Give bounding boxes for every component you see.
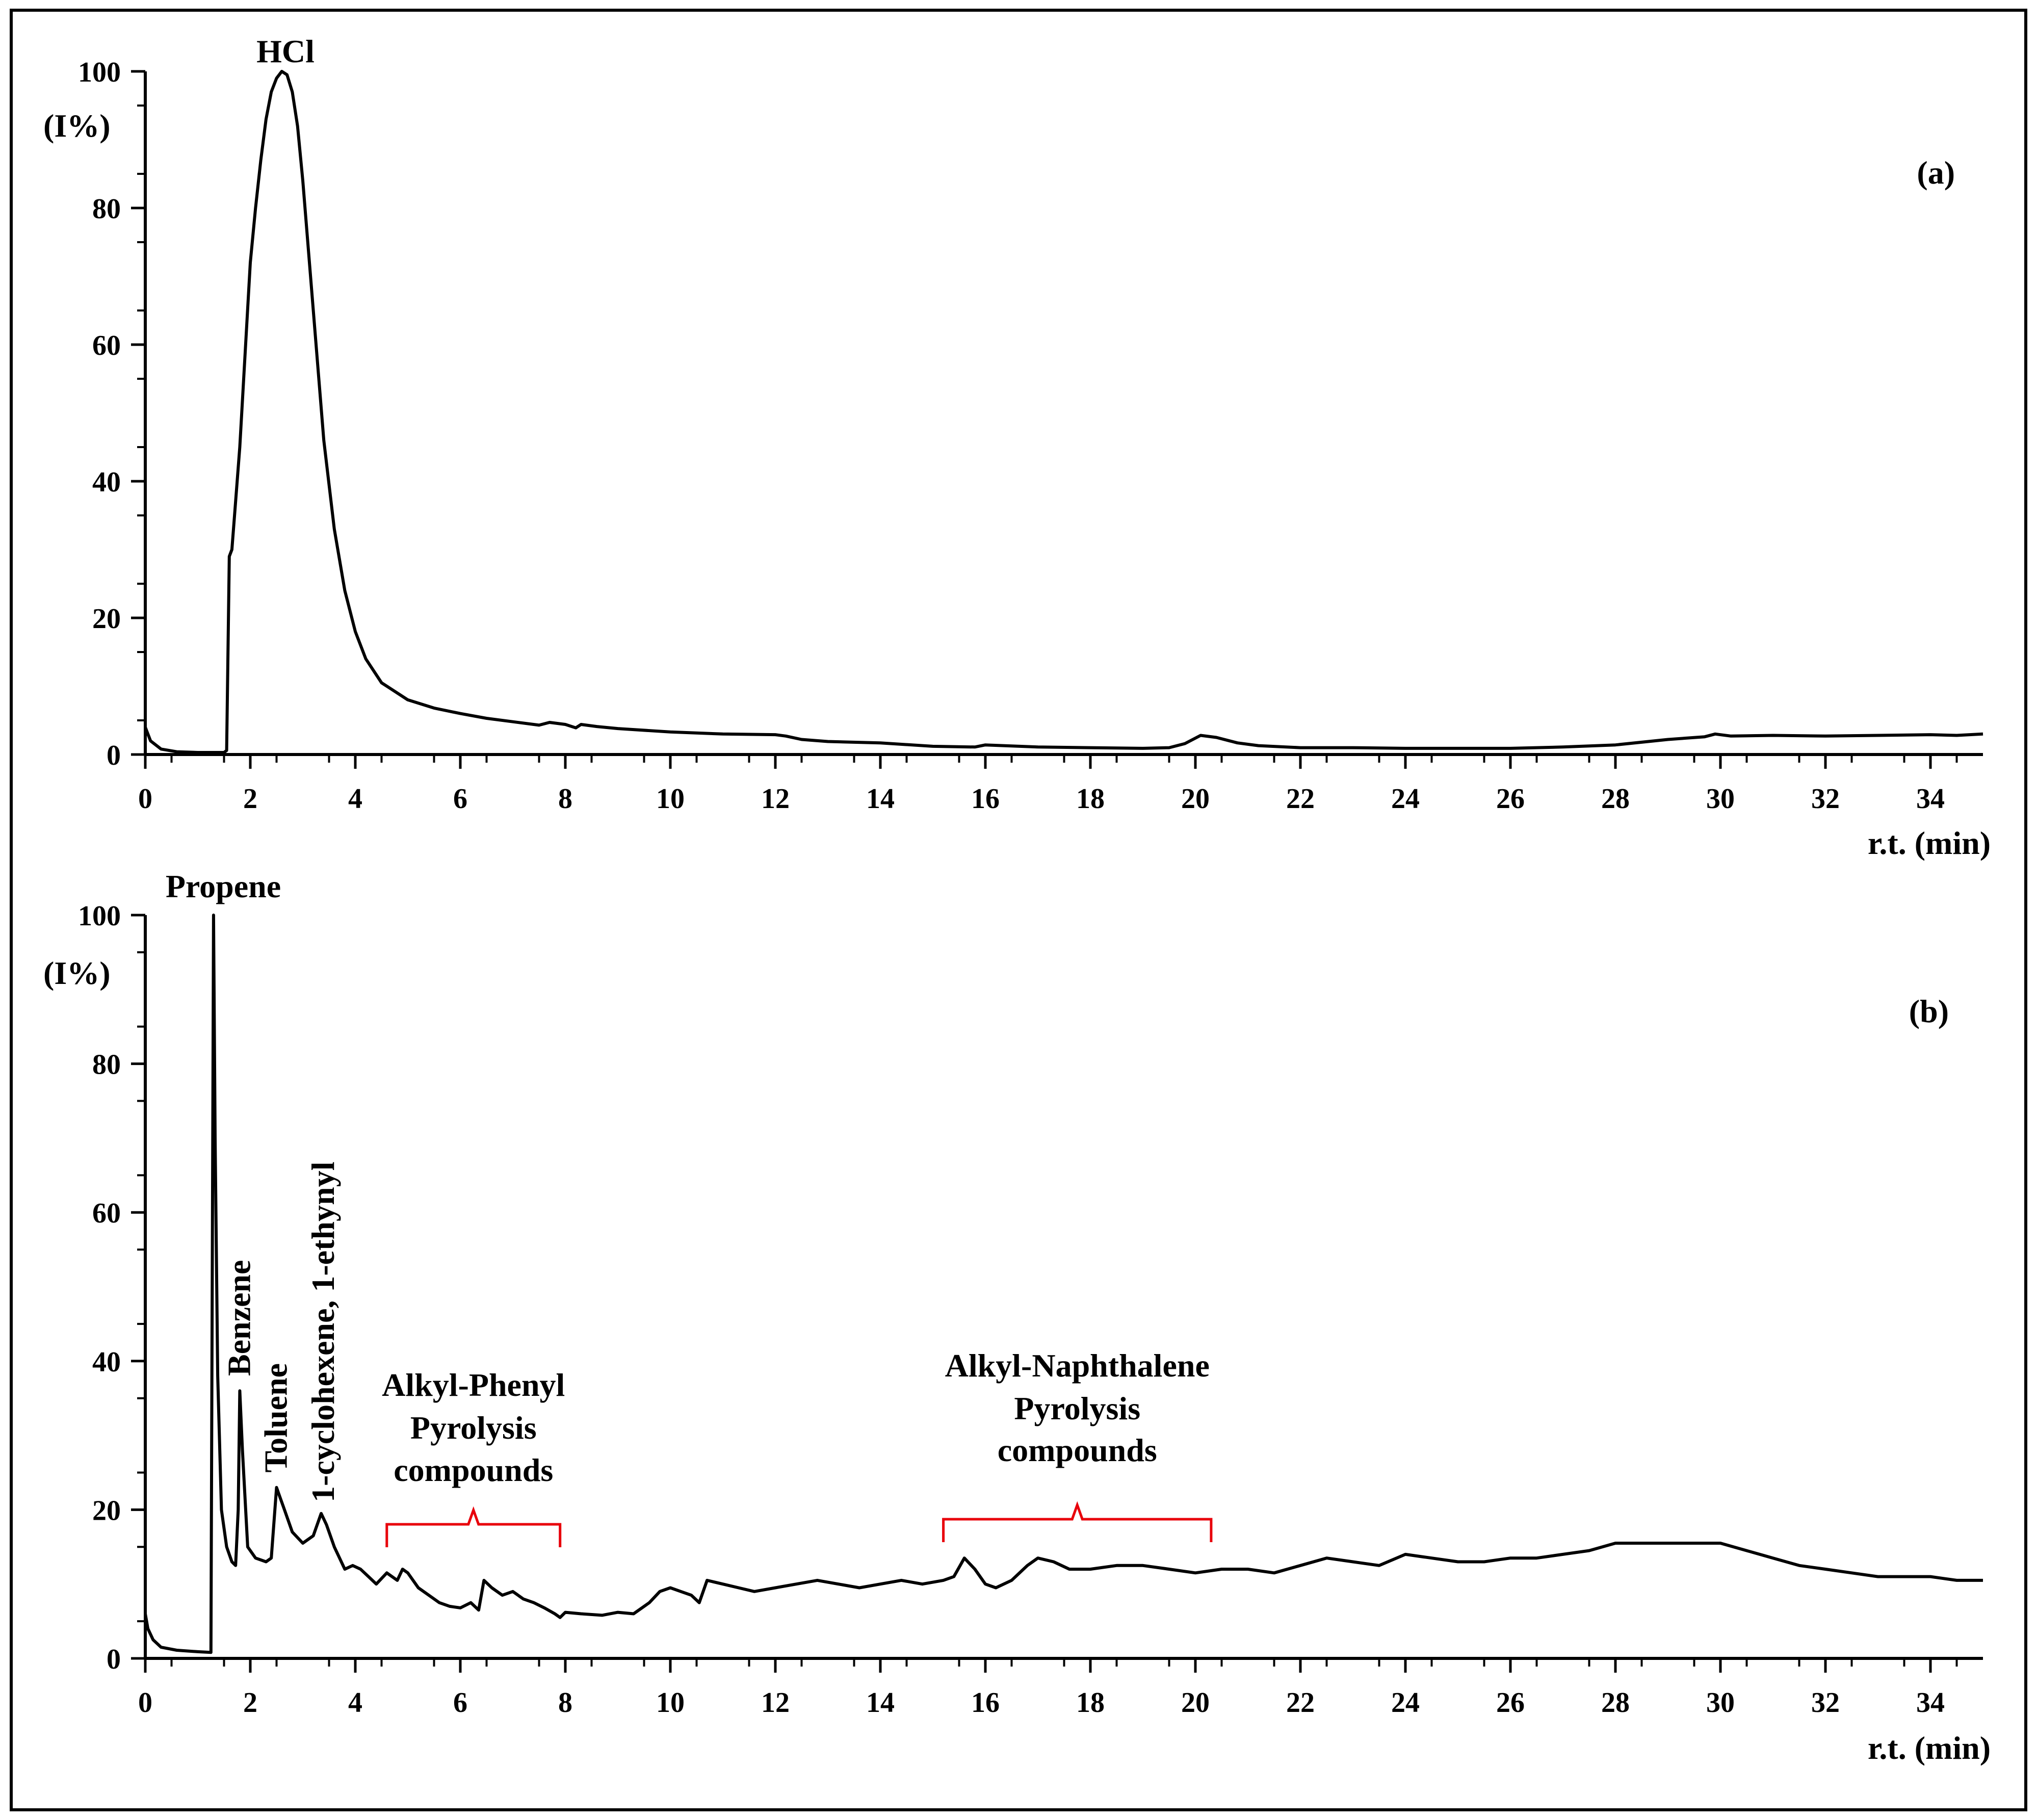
annotation-group-line: Alkyl-Phenyl (382, 1367, 565, 1403)
x-tick-label: 26 (1496, 1687, 1525, 1719)
x-tick-label: 16 (971, 1687, 1000, 1719)
x-tick-label: 20 (1181, 1687, 1210, 1719)
y-tick-label: 80 (92, 193, 121, 225)
x-tick-label: 12 (761, 783, 790, 815)
panel-a-annotations: HCl (256, 33, 315, 69)
x-tick-label: 30 (1706, 1687, 1735, 1719)
annotation-toluene: Toluene (258, 1363, 294, 1473)
x-tick-label: 18 (1076, 1687, 1105, 1719)
x-tick-label: 24 (1391, 783, 1420, 815)
x-tick-label: 2 (243, 783, 257, 815)
panel-b-ylabel: (I%) (43, 955, 111, 991)
y-tick-label: 40 (92, 1346, 121, 1378)
y-tick-label: 100 (78, 57, 121, 88)
x-tick-label: 30 (1706, 783, 1735, 815)
panel-a-trace (144, 70, 1983, 754)
panel-a-label: (a) (1917, 154, 1955, 191)
x-tick-label: 14 (866, 1687, 895, 1719)
annotation-group-line: Pyrolysis (410, 1410, 537, 1446)
annotation-cyclohexene: 1-cyclohexene, 1-ethynyl (305, 1162, 341, 1502)
x-tick-label: 32 (1811, 783, 1840, 815)
x-tick-label: 32 (1811, 1687, 1840, 1719)
annotation-hcl: HCl (256, 33, 315, 69)
x-tick-label: 24 (1391, 1687, 1420, 1719)
x-tick-label: 4 (348, 1687, 362, 1719)
x-tick-label: 14 (866, 783, 895, 815)
y-tick-label: 20 (92, 603, 121, 635)
x-tick-label: 4 (348, 783, 362, 815)
x-tick-label: 10 (656, 1687, 685, 1719)
x-tick-label: 6 (453, 1687, 467, 1719)
x-tick-label: 22 (1286, 783, 1315, 815)
figure-frame (10, 9, 2027, 1811)
x-tick-label: 0 (138, 1687, 152, 1719)
panel-b-trace (144, 914, 1983, 1654)
x-tick-label: 28 (1601, 783, 1630, 815)
x-tick-label: 6 (453, 783, 467, 815)
panel-a: 0 2 4 6 8 10 12 14 16 18 20 22 24 26 28 30 32 34020406080… (43, 33, 1991, 861)
x-tick-label: 8 (558, 783, 572, 815)
annotation-benzene: Benzene (221, 1260, 257, 1376)
annotation-propene: Propene (166, 868, 281, 904)
annotation-group-line: Pyrolysis (1014, 1390, 1140, 1426)
x-tick-label: 20 (1181, 783, 1210, 815)
bracket-alkyl-naphthalene (942, 1501, 1213, 1542)
x-tick-label: 0 (138, 783, 152, 815)
x-tick-label: 22 (1286, 1687, 1315, 1719)
bracket-alkyl-phenyl (385, 1506, 562, 1547)
annotation-group-line: Alkyl-Naphthalene (945, 1347, 1210, 1384)
x-tick-label: 8 (558, 1687, 572, 1719)
y-tick-label: 20 (92, 1495, 121, 1526)
y-tick-label: 60 (92, 1198, 121, 1229)
panel-b-label: (b) (1909, 993, 1949, 1029)
x-tick-label: 16 (971, 783, 1000, 815)
x-tick-label: 2 (243, 1687, 257, 1719)
x-tick-label: 26 (1496, 783, 1525, 815)
y-tick-label: 80 (92, 1049, 121, 1081)
annotation-group-line: compounds (394, 1452, 553, 1488)
panel-b: 0 2 4 6 8 10 12 14 16 18 20 22 24 26 28 30 32 34020406080… (43, 868, 1991, 1766)
y-tick-label: 40 (92, 466, 121, 498)
y-tick-label: 0 (107, 1644, 121, 1675)
x-tick-label: 12 (761, 1687, 790, 1719)
x-tick-label: 28 (1601, 1687, 1630, 1719)
panel-a-ylabel: (I%) (43, 108, 111, 144)
y-tick-label: 60 (92, 330, 121, 361)
x-tick-label: 34 (1916, 1687, 1945, 1719)
annotation-group-line: compounds (998, 1432, 1157, 1468)
panel-a-xlabel: r.t. (min) (1868, 825, 1991, 861)
panel-b-xlabel: r.t. (min) (1868, 1730, 1991, 1766)
x-tick-label: 10 (656, 783, 685, 815)
y-tick-label: 0 (107, 740, 121, 771)
y-tick-label: 100 (78, 900, 121, 932)
x-tick-label: 18 (1076, 783, 1105, 815)
x-tick-label: 34 (1916, 783, 1945, 815)
